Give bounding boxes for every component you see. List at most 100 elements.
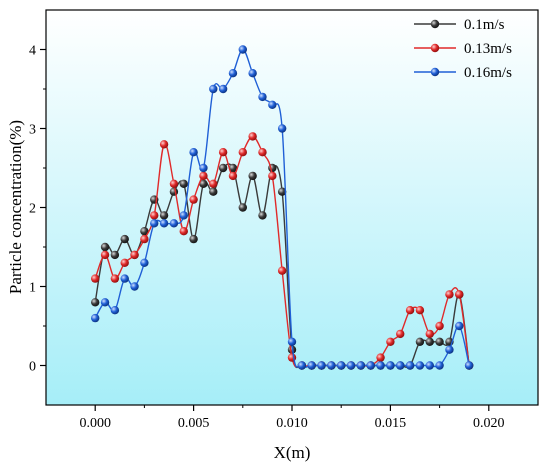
data-point	[159, 211, 169, 220]
data-point	[199, 171, 208, 181]
data-point	[189, 148, 198, 157]
data-point	[415, 306, 425, 315]
data-point	[425, 361, 434, 370]
data-point	[455, 321, 464, 331]
data-point	[169, 219, 179, 228]
data-point	[218, 148, 228, 157]
data-point	[228, 171, 238, 181]
y-tick-label: 4	[29, 44, 36, 59]
data-point	[415, 361, 425, 370]
legend-item: 0.13m/s	[414, 41, 512, 57]
data-point	[150, 211, 159, 220]
x-tick-label: 0.015	[375, 416, 407, 431]
data-point	[130, 282, 139, 291]
data-point	[386, 361, 395, 370]
data-point	[346, 361, 356, 370]
data-point	[120, 274, 129, 283]
legend: 0.1m/s 0.13m/s 0.16m/s	[414, 17, 512, 81]
data-point	[159, 140, 169, 149]
series-layer	[91, 45, 474, 370]
data-point	[435, 321, 444, 331]
y-tick-label: 0	[29, 360, 36, 375]
data-point	[218, 163, 228, 173]
data-point	[327, 361, 336, 370]
data-point	[179, 211, 188, 220]
data-point	[435, 337, 444, 346]
data-point	[445, 290, 454, 299]
data-point	[199, 179, 208, 188]
data-point	[100, 250, 110, 260]
data-point	[317, 361, 326, 370]
data-point	[169, 179, 179, 188]
series-3	[91, 45, 474, 370]
x-tick-label: 0.005	[178, 416, 210, 431]
data-point	[258, 148, 267, 157]
data-point	[238, 45, 247, 54]
data-point	[169, 187, 179, 196]
data-point	[435, 361, 444, 370]
x-axis-title: X(m)	[274, 443, 311, 462]
y-axis-title: Particle concentration(%)	[6, 120, 25, 294]
data-point	[199, 163, 208, 173]
data-point	[405, 361, 415, 370]
x-tick-label: 0.020	[473, 416, 505, 431]
data-point	[307, 361, 316, 370]
data-point	[248, 132, 257, 141]
x-tick-label: 0.010	[276, 416, 308, 431]
series-2	[91, 132, 474, 370]
data-point	[376, 361, 385, 370]
data-point	[209, 84, 218, 94]
data-point	[386, 337, 395, 346]
data-point	[366, 361, 375, 370]
data-point	[268, 171, 277, 181]
data-point	[100, 242, 110, 252]
data-point	[297, 361, 307, 370]
y-tick-label: 2	[29, 202, 36, 217]
series-line	[94, 48, 470, 368]
data-point	[130, 250, 139, 260]
data-point	[238, 148, 247, 157]
data-point	[464, 361, 474, 370]
data-point	[455, 290, 464, 299]
data-point	[218, 84, 228, 94]
data-point	[140, 258, 149, 267]
data-point	[110, 250, 120, 260]
data-point	[140, 234, 149, 244]
legend-marker	[430, 67, 440, 77]
data-point	[150, 219, 159, 228]
data-point	[376, 353, 385, 362]
data-point	[140, 227, 149, 236]
legend-marker	[430, 19, 440, 29]
y-tick-label: 1	[29, 281, 36, 296]
data-point	[287, 337, 297, 346]
data-point	[415, 337, 425, 346]
data-point	[425, 329, 434, 339]
data-point	[356, 361, 366, 370]
y-axis: 0 1 2 3 4	[29, 44, 46, 375]
data-point	[277, 187, 287, 196]
data-point	[268, 100, 277, 110]
legend-item: 0.1m/s	[414, 17, 505, 33]
data-point	[258, 211, 267, 220]
data-point	[405, 306, 415, 315]
data-point	[91, 274, 100, 283]
data-point	[396, 329, 405, 339]
data-point	[179, 179, 188, 188]
data-point	[396, 361, 405, 370]
x-tick-label: 0.000	[79, 416, 111, 431]
data-point	[337, 361, 346, 370]
data-point	[189, 234, 198, 244]
data-point	[228, 163, 238, 173]
legend-label: 0.16m/s	[464, 65, 512, 81]
y-tick-label: 3	[29, 123, 36, 138]
data-point	[179, 227, 188, 236]
data-point	[445, 345, 454, 354]
data-point	[159, 219, 169, 228]
data-point	[100, 298, 110, 307]
data-point	[238, 203, 247, 212]
data-point	[425, 337, 434, 346]
data-point	[120, 234, 129, 244]
legend-marker	[430, 43, 440, 53]
data-point	[110, 274, 120, 283]
